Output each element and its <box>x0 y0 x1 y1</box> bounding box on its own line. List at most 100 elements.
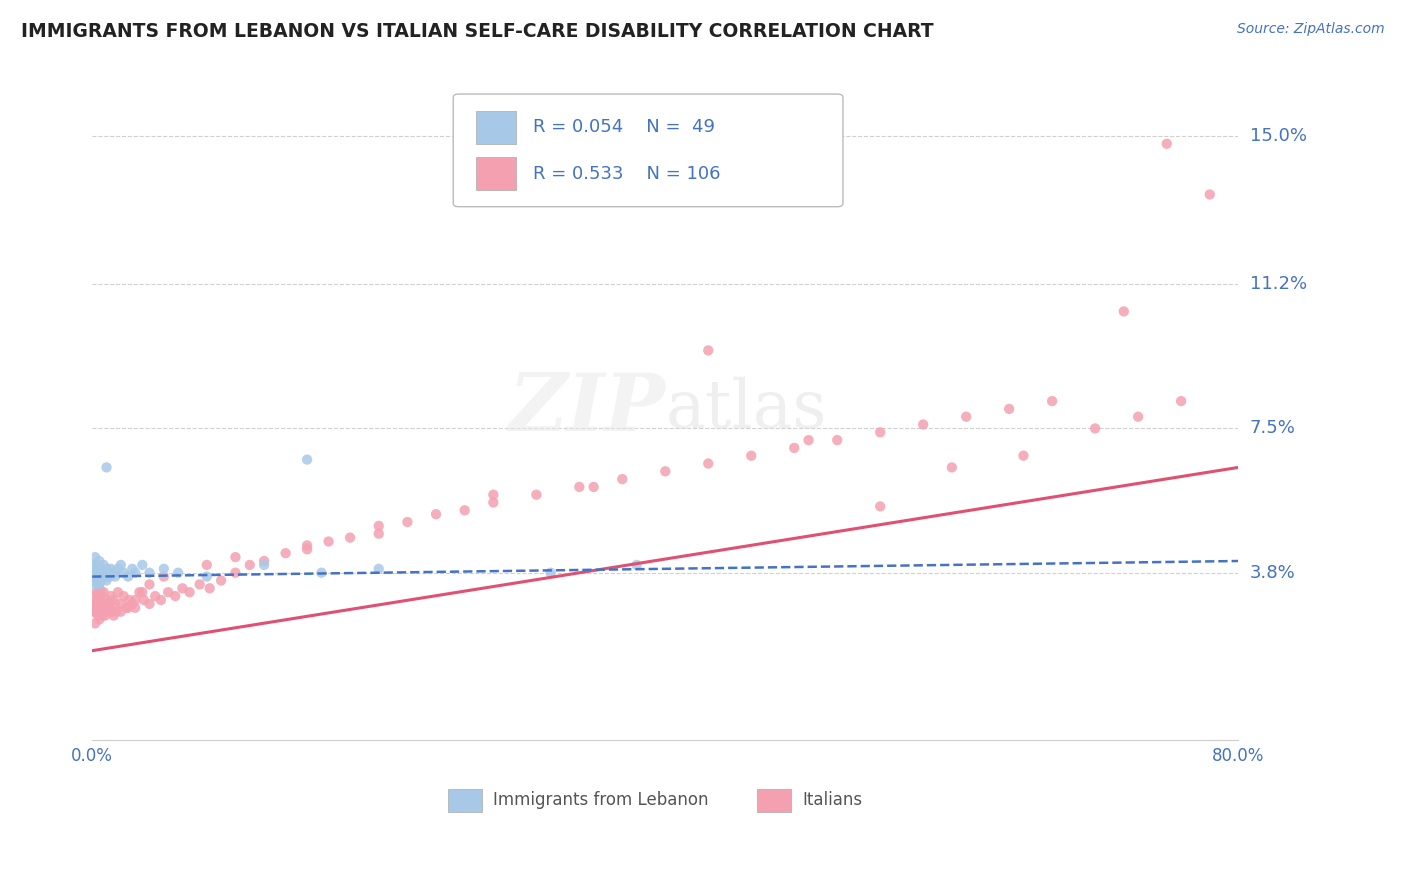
Point <box>311 566 333 580</box>
Point <box>1170 394 1192 409</box>
Point <box>955 409 977 424</box>
Point <box>396 515 419 529</box>
Point <box>124 566 146 580</box>
Point <box>96 460 118 475</box>
Point <box>103 593 125 607</box>
Point <box>84 558 107 572</box>
Point <box>84 577 107 591</box>
FancyBboxPatch shape <box>447 789 482 812</box>
Point <box>697 457 720 471</box>
Point <box>96 605 118 619</box>
Point <box>143 589 166 603</box>
Text: 3.8%: 3.8% <box>1250 564 1295 582</box>
Point <box>121 562 143 576</box>
Point <box>90 574 112 588</box>
Point <box>138 597 160 611</box>
Text: Italians: Italians <box>803 791 863 809</box>
Point <box>626 558 648 572</box>
Point <box>98 605 121 619</box>
Text: Source: ZipAtlas.com: Source: ZipAtlas.com <box>1237 22 1385 37</box>
Point <box>87 566 110 580</box>
Text: R = 0.054    N =  49: R = 0.054 N = 49 <box>533 118 716 136</box>
Point <box>105 605 128 619</box>
Point <box>138 566 160 580</box>
Point <box>118 593 141 607</box>
Point <box>89 582 111 596</box>
Text: 15.0%: 15.0% <box>1250 127 1306 145</box>
Point <box>274 546 297 560</box>
Point <box>869 425 891 440</box>
Point <box>91 569 114 583</box>
Point <box>89 577 111 591</box>
Point <box>86 558 108 572</box>
Point <box>1040 394 1063 409</box>
Point <box>295 452 318 467</box>
Point <box>83 605 105 619</box>
Point <box>87 608 110 623</box>
Point <box>239 558 262 572</box>
Point <box>100 589 122 603</box>
Point <box>198 582 221 596</box>
Point <box>86 566 108 580</box>
Point <box>654 464 676 478</box>
Point <box>115 600 138 615</box>
Point <box>91 600 114 615</box>
Point <box>91 562 114 576</box>
Point <box>582 480 605 494</box>
Point <box>110 558 132 572</box>
Point <box>110 597 132 611</box>
Point <box>224 550 246 565</box>
Point <box>91 608 114 623</box>
Point <box>83 566 105 580</box>
Point <box>153 569 176 583</box>
Point <box>121 597 143 611</box>
Point <box>84 589 107 603</box>
Point <box>1012 449 1035 463</box>
Text: Immigrants from Lebanon: Immigrants from Lebanon <box>494 791 709 809</box>
Point <box>568 480 591 494</box>
Point <box>339 531 361 545</box>
Point <box>89 569 111 583</box>
Point <box>825 433 848 447</box>
Point <box>90 566 112 580</box>
FancyBboxPatch shape <box>477 111 516 144</box>
Point <box>97 566 120 580</box>
Point <box>153 562 176 576</box>
Point <box>84 550 107 565</box>
Point <box>104 569 127 583</box>
Point <box>157 585 180 599</box>
FancyBboxPatch shape <box>453 94 844 207</box>
Point <box>86 574 108 588</box>
Point <box>195 569 218 583</box>
Point <box>84 569 107 583</box>
Point <box>224 566 246 580</box>
Point <box>195 558 218 572</box>
Text: 7.5%: 7.5% <box>1250 419 1295 437</box>
Point <box>131 558 153 572</box>
Point <box>91 605 114 619</box>
Point <box>94 600 117 615</box>
Point <box>124 600 146 615</box>
Point <box>131 585 153 599</box>
Point <box>93 566 115 580</box>
FancyBboxPatch shape <box>477 157 516 190</box>
Point <box>110 605 132 619</box>
Point <box>295 542 318 557</box>
FancyBboxPatch shape <box>756 789 792 812</box>
Point <box>425 507 447 521</box>
Point <box>107 585 129 599</box>
Point <box>107 562 129 576</box>
Point <box>84 605 107 619</box>
Point <box>188 577 211 591</box>
Point <box>87 562 110 576</box>
Point <box>96 574 118 588</box>
Point <box>132 593 155 607</box>
Point <box>87 574 110 588</box>
Point <box>83 574 105 588</box>
Point <box>209 574 232 588</box>
Text: R = 0.533    N = 106: R = 0.533 N = 106 <box>533 164 721 183</box>
Point <box>1198 187 1220 202</box>
Point <box>697 343 720 358</box>
Point <box>295 538 318 552</box>
Point <box>86 597 108 611</box>
